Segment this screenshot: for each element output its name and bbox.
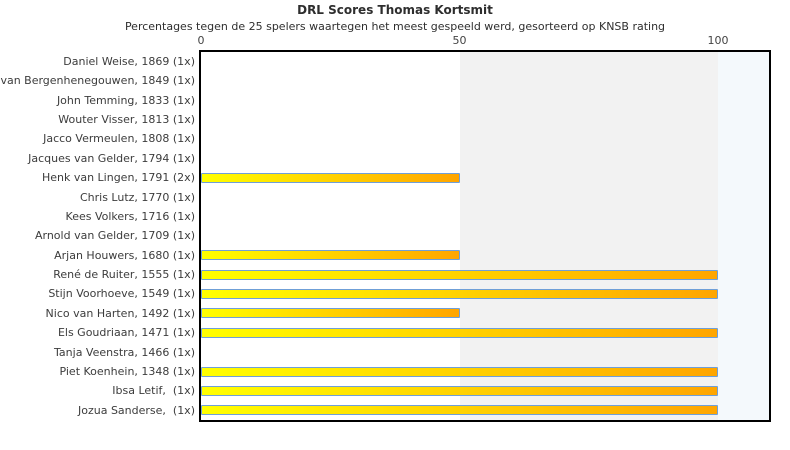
chart-subtitle: Percentages tegen de 25 spelers waartege… [124, 20, 666, 33]
category-label: Arjan Houwers, 1680 (1x) [54, 248, 195, 262]
category-label: John Temming, 1833 (1x) [56, 93, 195, 107]
category-label: Stijn Voorhoeve, 1549 (1x) [48, 287, 195, 301]
category-label: Els Goudriaan, 1471 (1x) [57, 326, 195, 340]
category-label: Tanja Veenstra, 1466 (1x) [54, 345, 195, 359]
category-label: Jacco Vermeulen, 1808 (1x) [43, 132, 195, 146]
x-tick-label: 0 [197, 34, 205, 47]
category-label: Ibsa Letif, (1x) [112, 384, 195, 398]
category-label: René de Ruiter, 1555 (1x) [53, 268, 195, 282]
category-label: Arnold van Gelder, 1709 (1x) [34, 229, 195, 243]
bar [201, 172, 460, 183]
category-label: Kees Volkers, 1716 (1x) [65, 209, 195, 223]
bar [201, 385, 718, 396]
x-tick-label: 100 [707, 34, 729, 47]
bar [201, 250, 460, 261]
bar [201, 405, 718, 416]
y-axis-labels: Daniel Weise, 1869 (1x) van Bergenhenegou… [0, 52, 195, 420]
category-label: Henk van Lingen, 1791 (2x) [41, 171, 195, 185]
bar [201, 289, 718, 300]
category-label: Nico van Harten, 1492 (1x) [45, 306, 195, 320]
shaded-band-100-110 [718, 52, 769, 420]
category-label: Daniel Weise, 1869 (1x) [63, 55, 195, 68]
shaded-band-50-100 [459, 52, 718, 420]
category-label: Jacques van Gelder, 1794 (1x) [28, 151, 195, 165]
category-label: Piet Koenhein, 1348 (1x) [59, 364, 195, 378]
chart-title: DRL Scores Thomas Kortsmit [297, 3, 493, 17]
x-tick-label: 50 [452, 34, 467, 47]
bar [201, 269, 718, 280]
bar [201, 308, 460, 319]
x-axis: 0 50 100 [0, 34, 790, 48]
category-label: van Bergenhenegouwen, 1849 (1x) [0, 74, 195, 88]
bar [201, 366, 718, 377]
category-label: Chris Lutz, 1770 (1x) [79, 190, 195, 204]
category-label: Wouter Visser, 1813 (1x) [58, 113, 195, 127]
category-label: Jozua Sanderse, (1x) [77, 403, 195, 417]
plot-area [199, 50, 771, 422]
bar [201, 327, 718, 338]
